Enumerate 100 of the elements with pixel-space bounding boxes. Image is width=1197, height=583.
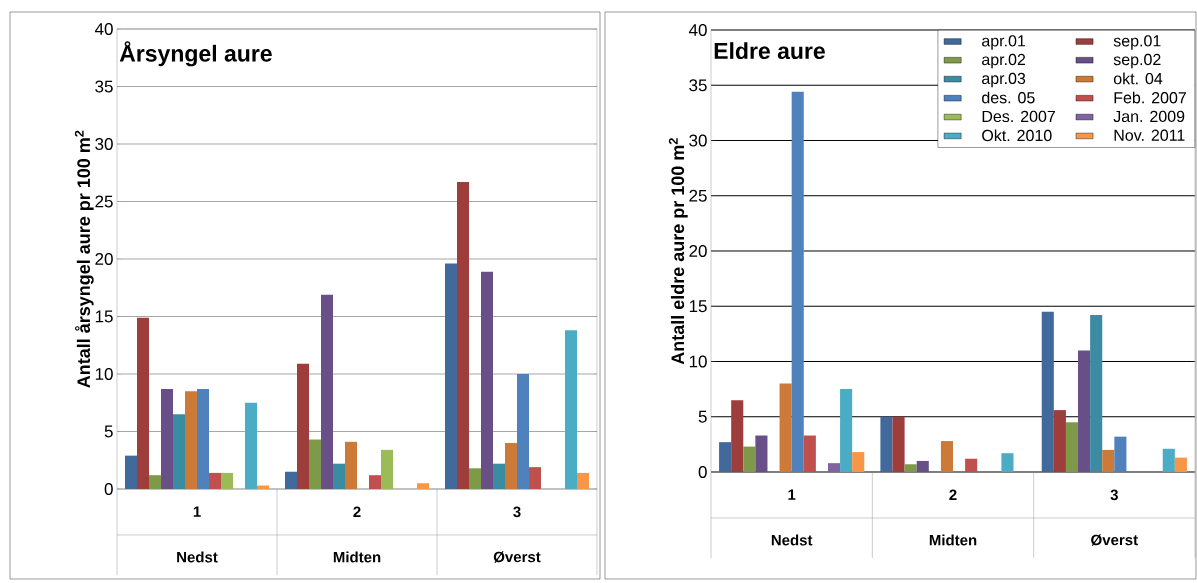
bar [1065,422,1079,472]
bar [1041,311,1054,472]
y-tick-label: 30 [689,134,707,147]
y-tick-label: 10 [689,355,707,368]
legend-label: okt. 04 [1113,72,1163,85]
text: Midten [333,551,381,563]
legend-label: des. 05 [982,91,1035,104]
y-tick-label: 10 [95,367,113,381]
bar [803,435,816,472]
bar [505,442,518,489]
x-tick-label: 3 [1110,489,1118,501]
y-tick-label: 0 [698,465,707,479]
bar [1114,436,1127,472]
y-tick-label: 20 [95,252,113,266]
text: Årsyngel aure [119,41,272,67]
y-tick-label: 5 [698,410,707,423]
bar [1078,350,1091,472]
y-tick-label: 5 [104,425,113,438]
legend-label: Nov. 2011 [1114,129,1185,141]
bar [381,449,394,489]
bar [221,472,234,489]
legend-label: sep.02 [1113,53,1161,69]
bar [345,441,358,489]
y-tick-label: 40 [94,22,113,36]
bar [565,330,577,489]
bar [1001,453,1014,472]
bar [916,460,929,472]
bar [840,389,853,472]
bar [197,388,210,489]
bar [1090,315,1103,472]
bar [892,416,905,472]
legend-label: apr.01 [982,35,1026,50]
bar [965,458,978,472]
chart-title: Eldre aure [714,42,825,60]
bar [719,442,732,472]
bar [1162,448,1175,472]
bar [1053,410,1066,472]
text: Nedst [771,534,813,546]
legend-label: apr.03 [982,72,1026,88]
bar [445,263,458,489]
text: Midten [929,534,977,546]
bar [369,475,382,489]
bar [827,463,841,472]
bar [731,400,744,472]
bar [209,472,222,489]
x-tick-label: 1 [788,489,796,500]
y-axis-title: Antall årsyngel aure pr 100 m$^{2}$ [74,130,94,388]
y-tick-label: 20 [689,244,707,258]
y-tick-label: 40 [688,23,707,37]
legend-label: Jan. 2009 [1113,110,1185,123]
bar [469,468,482,489]
bar [1102,449,1115,472]
x-tick-label: 3 [513,506,521,518]
y-tick-label: 30 [95,137,113,151]
bar [481,271,493,489]
bar [245,402,258,489]
bar [137,317,150,489]
x-tick-label: 1 [193,506,201,517]
bar [577,472,589,489]
legend-label: Des. 2007 [982,110,1055,123]
y-tick-label: 25 [95,195,113,208]
bar [529,467,542,489]
bar [779,383,792,472]
y-tick-label: 15 [95,310,113,323]
y-tick-label: 35 [689,79,707,92]
bar [880,416,893,472]
bar [149,475,162,489]
legend-label: apr.02 [982,53,1026,69]
bar [309,439,322,489]
bar [285,471,298,489]
text: Øverst [493,551,541,563]
bar [791,91,804,472]
bar [417,483,430,489]
y-axis-title: Antall eldre aure pr 100 m$^{2}$ [668,138,688,365]
legend-label: Okt. 2010 [982,129,1052,142]
bar [904,464,917,472]
bar [125,455,138,489]
bar [743,446,756,472]
legend-label: sep.01 [1113,35,1161,50]
bar [173,414,186,489]
y-tick-label: 15 [689,300,707,313]
bar [161,388,174,489]
text: Nedst [177,551,218,563]
bar [185,391,198,489]
bar [297,363,310,489]
bar [333,463,346,489]
x-tick-label: 2 [949,489,957,500]
text: Øverst [1091,534,1138,546]
bar [852,452,865,472]
bar [517,373,529,489]
bar [755,435,768,472]
bar [321,294,334,489]
y-tick-label: 25 [689,189,707,202]
bar [457,181,469,489]
bar [940,441,953,472]
x-tick-label: 2 [353,506,361,517]
legend-label: Feb. 2007 [1114,91,1186,104]
bar [1174,457,1187,472]
bar [493,463,506,489]
y-tick-label: 35 [95,80,113,93]
